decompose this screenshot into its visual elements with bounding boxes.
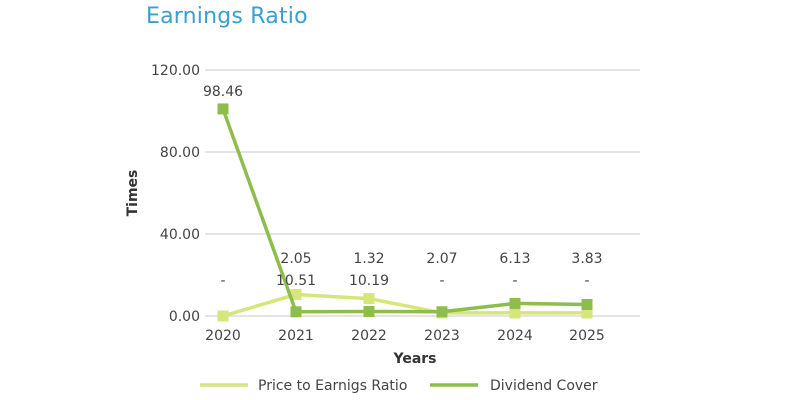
y-tick-label: 120.00 xyxy=(151,63,200,79)
data-label: 2.05 xyxy=(280,251,311,267)
x-tick-label: 2022 xyxy=(351,328,387,344)
y-tick-label: 80.00 xyxy=(160,145,200,161)
x-tick-label: 2025 xyxy=(569,328,605,344)
series-marker-1 xyxy=(290,306,302,318)
series-marker-0 xyxy=(363,293,375,305)
data-label: 2.07 xyxy=(426,251,457,267)
legend-label: Price to Earnigs Ratio xyxy=(258,378,407,394)
legend-label: Dividend Cover xyxy=(490,378,598,394)
x-tick-label: 2023 xyxy=(424,328,460,344)
series-marker-0 xyxy=(581,307,593,319)
data-label: 98.46 xyxy=(203,84,243,100)
series-marker-0 xyxy=(290,288,302,300)
data-label: 1.32 xyxy=(353,251,384,267)
data-label: - xyxy=(439,273,444,289)
series-marker-1 xyxy=(581,299,593,311)
data-label: 10.51 xyxy=(276,273,316,289)
x-tick-label: 2021 xyxy=(278,328,314,344)
data-label: - xyxy=(512,273,517,289)
x-tick-label: 2020 xyxy=(205,328,241,344)
chart-title: Earnings Ratio xyxy=(146,4,308,29)
series-marker-1 xyxy=(363,305,375,317)
series-marker-1 xyxy=(217,103,229,115)
series-line-1 xyxy=(221,107,589,314)
x-axis-title: Years xyxy=(392,351,436,367)
x-tick-label: 2024 xyxy=(497,328,533,344)
series-marker-1 xyxy=(509,297,521,309)
series-line-0 xyxy=(221,292,589,318)
y-tick-label: 40.00 xyxy=(160,227,200,243)
data-label: 3.83 xyxy=(571,251,602,267)
data-label: 10.19 xyxy=(349,273,389,289)
y-tick-label: 0.00 xyxy=(169,309,200,325)
y-axis-title: Times xyxy=(125,170,141,217)
series-marker-0 xyxy=(217,310,229,322)
series-marker-0 xyxy=(509,307,521,319)
data-label: - xyxy=(220,273,225,289)
data-label: 6.13 xyxy=(499,251,530,267)
series-marker-1 xyxy=(436,306,448,318)
data-label: - xyxy=(584,273,589,289)
